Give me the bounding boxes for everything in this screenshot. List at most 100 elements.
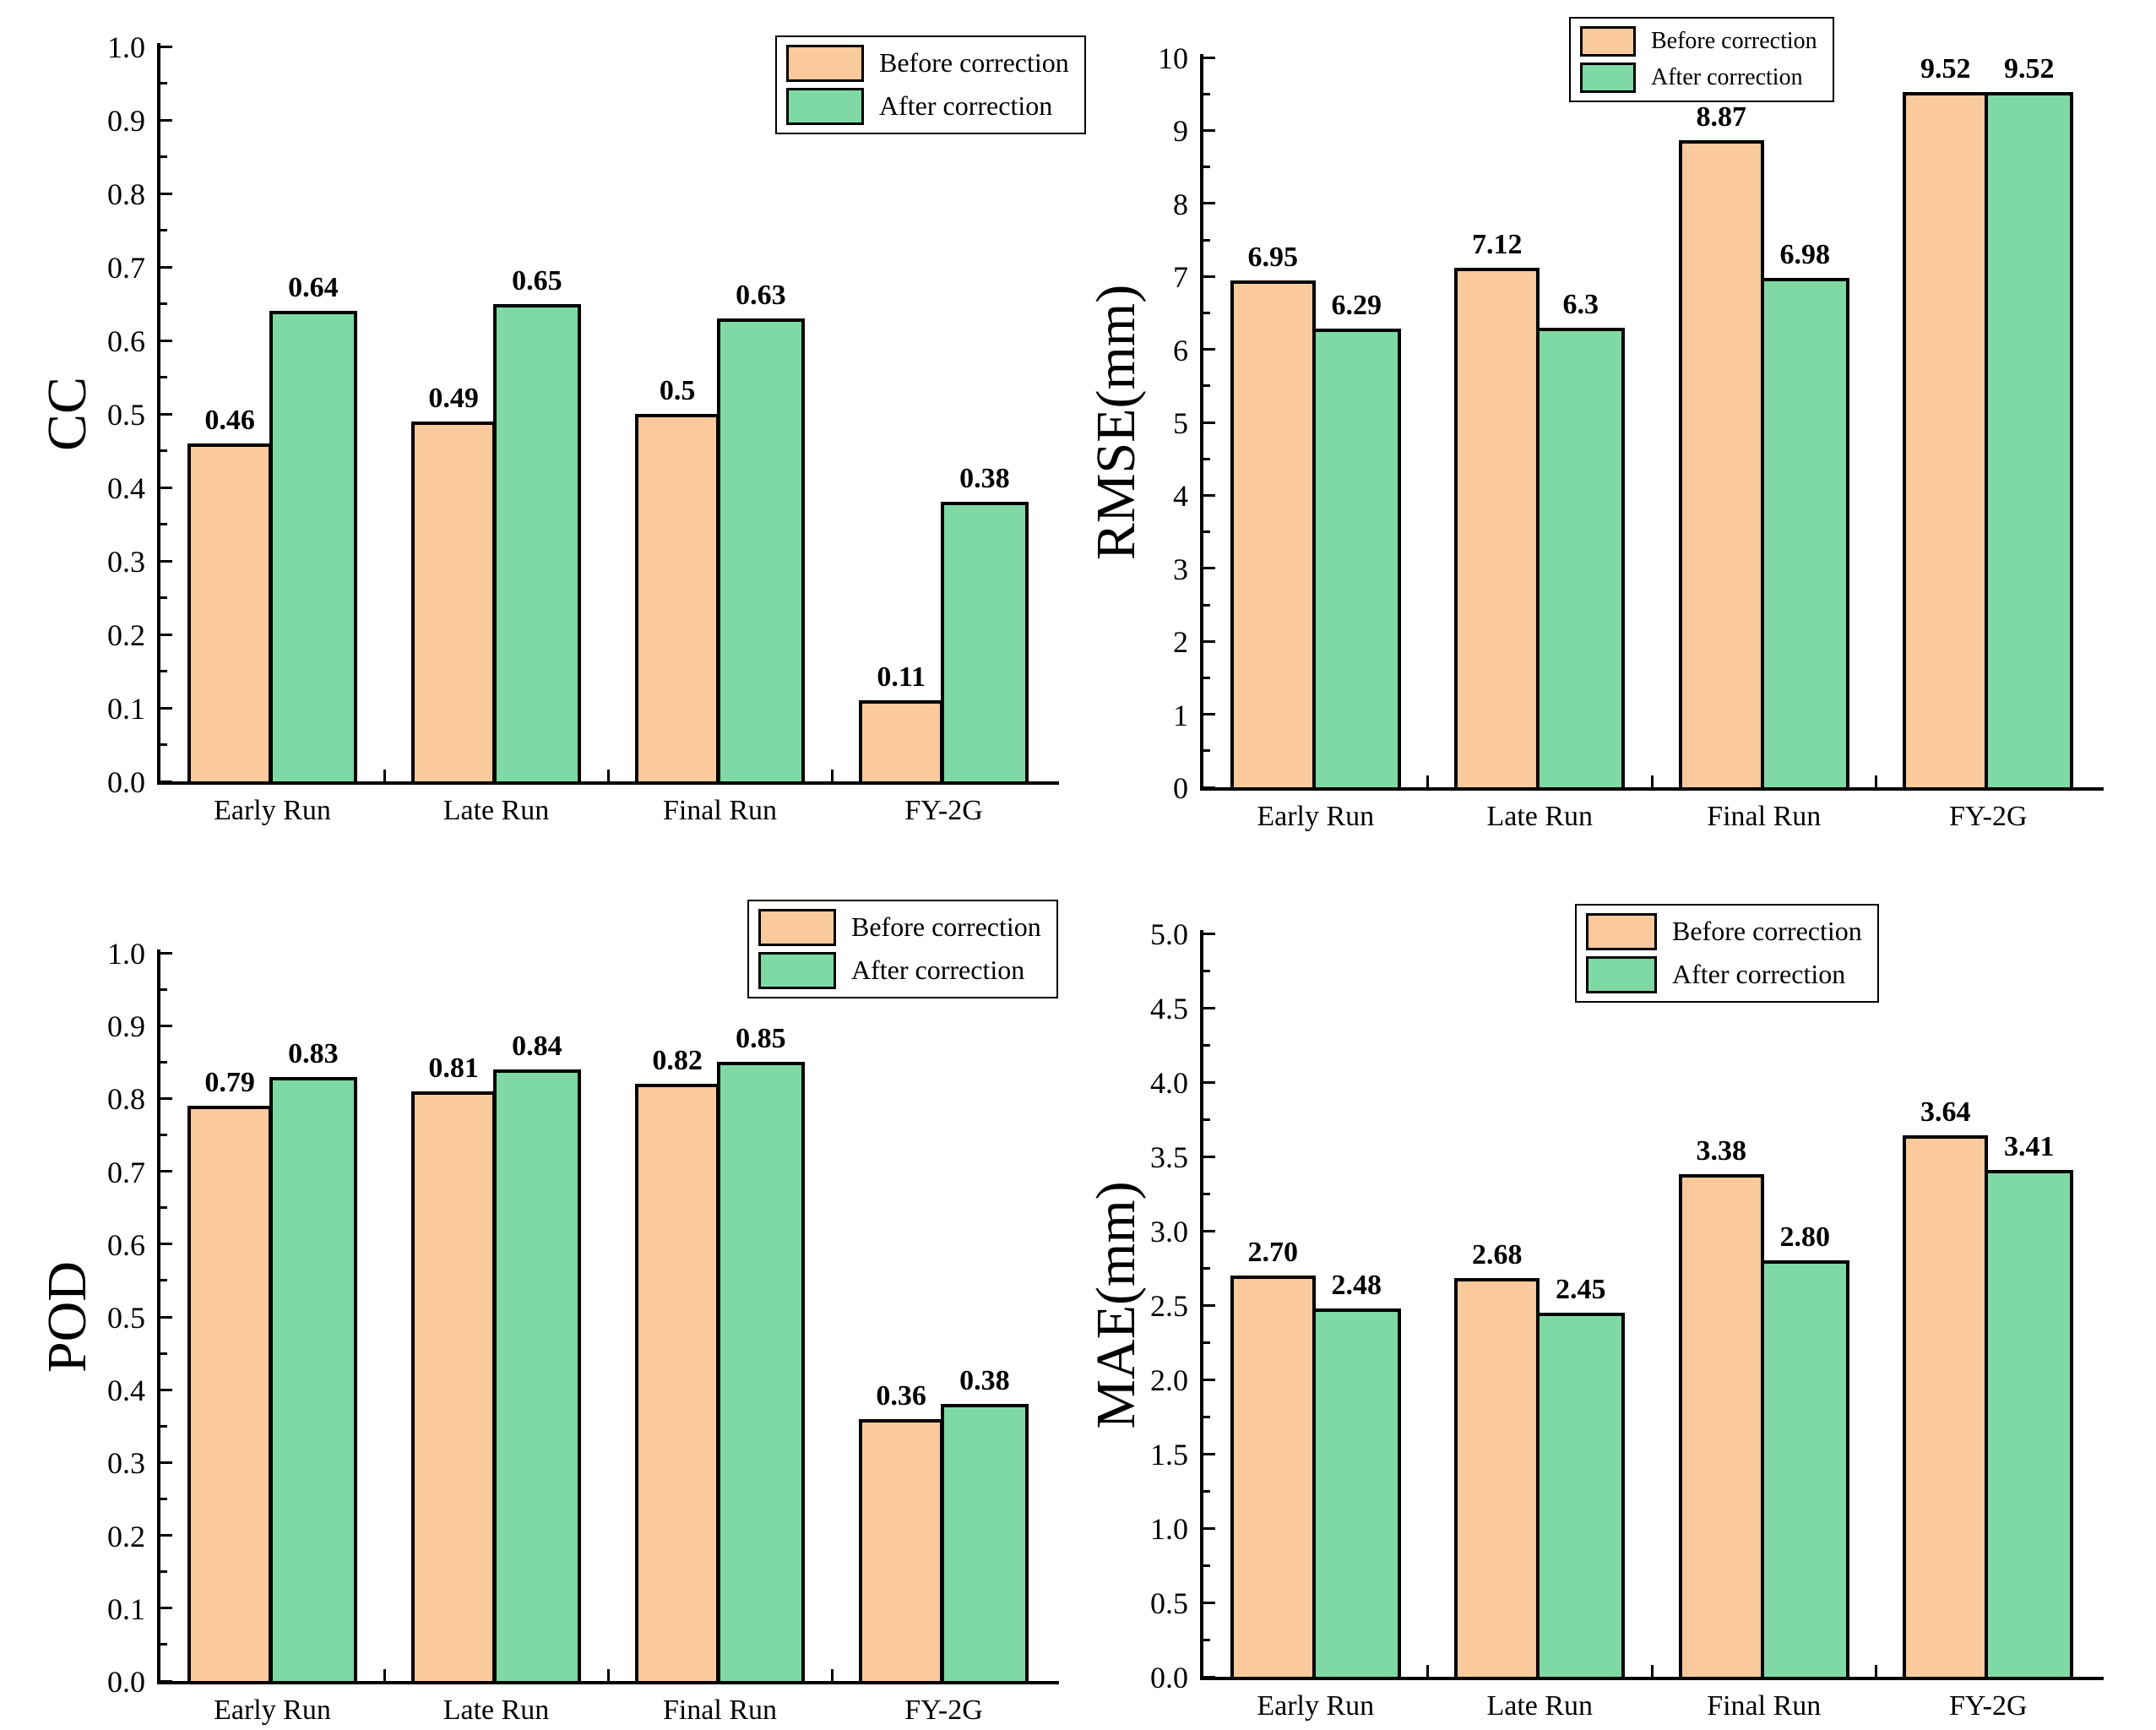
bar-after-correction	[716, 318, 806, 785]
y-tick-label: 1.5	[1150, 1438, 1188, 1472]
legend: Before correction After correction	[1575, 904, 1879, 1003]
y-tick-label: 0.2	[107, 618, 145, 652]
x-category-label: Early Run	[214, 1695, 331, 1726]
y-minor-tick	[1203, 1266, 1210, 1270]
bar-value-label: 6.3	[1562, 288, 1599, 320]
y-major-tick	[1203, 275, 1215, 278]
bar-value-label: 9.52	[1920, 53, 1971, 85]
legend-swatch-before-correction	[1580, 26, 1636, 57]
legend-swatch-after-correction	[758, 952, 836, 989]
y-tick-label: 0.7	[107, 251, 145, 285]
y-tick-label: 5.0	[1150, 917, 1188, 951]
y-major-tick	[160, 1315, 172, 1319]
y-minor-tick	[1203, 1192, 1210, 1195]
y-major-tick	[160, 118, 172, 122]
legend-swatch-after-correction	[786, 88, 864, 125]
bar-before-correction	[410, 421, 497, 785]
y-minor-tick	[1203, 1489, 1210, 1493]
bar-before-correction	[410, 1091, 497, 1684]
y-axis-line	[1200, 54, 1203, 791]
bar-after-correction	[492, 1069, 582, 1684]
x-category-label: Final Run	[1707, 1690, 1822, 1722]
legend: Before correction After correction	[775, 35, 1086, 134]
y-tick-label: 9	[1173, 114, 1188, 149]
y-tick-label: 0.9	[107, 104, 145, 138]
y-minor-tick	[1203, 384, 1210, 388]
bar-value-label: 6.98	[1779, 238, 1830, 270]
y-major-tick	[1203, 1675, 1215, 1678]
bar-before-correction	[187, 1106, 273, 1684]
y-minor-tick	[160, 1570, 167, 1574]
y-major-tick	[160, 412, 172, 416]
y-major-tick	[160, 1607, 172, 1610]
y-tick-label: 0.8	[107, 1082, 145, 1117]
y-minor-tick	[160, 376, 167, 378]
y-minor-tick	[160, 670, 167, 672]
y-minor-tick	[1203, 92, 1210, 95]
y-major-tick	[1203, 1006, 1215, 1009]
bar-before-correction	[1903, 92, 1989, 791]
legend-item: Before correction	[1586, 913, 1862, 950]
y-minor-tick	[160, 229, 167, 231]
y-major-tick	[1203, 1155, 1215, 1158]
y-tick-label: 0.3	[107, 545, 145, 579]
y-major-tick	[1203, 932, 1215, 935]
y-major-tick	[1203, 493, 1215, 497]
y-tick-label: 0.0	[107, 1665, 145, 1699]
legend-label: After correction	[1651, 63, 1803, 90]
y-minor-tick	[1203, 1638, 1210, 1641]
bar-value-label: 2.68	[1472, 1239, 1523, 1271]
y-major-tick	[1203, 202, 1215, 205]
y-major-tick	[1203, 713, 1215, 716]
x-axis-line	[157, 781, 1059, 785]
bar-before-correction	[1903, 1135, 1989, 1680]
chart-cc: CC 0.0 0.1 0.2 0.3 0.4 0.5 0.6 0.7 0.8 0.9 1.0 0.46…	[0, 0, 1086, 865]
y-minor-tick	[160, 1352, 167, 1355]
bar-after-correction	[492, 303, 582, 785]
y-tick-label: 3.0	[1150, 1215, 1188, 1249]
bar-before-correction	[1678, 139, 1764, 791]
y-minor-tick	[160, 82, 167, 84]
y-tick-label: 6	[1173, 333, 1188, 367]
legend-item: Before correction	[1580, 26, 1817, 57]
legend-item: Before correction	[758, 909, 1041, 946]
y-tick-label: 0.0	[1150, 1661, 1188, 1695]
y-minor-tick	[160, 1279, 167, 1282]
y-minor-tick	[1203, 311, 1210, 314]
bar-after-correction	[1536, 1312, 1626, 1680]
x-tick	[1650, 775, 1654, 787]
legend-item: After correction	[1586, 956, 1862, 993]
y-tick-label: 2	[1173, 625, 1188, 660]
y-minor-tick	[1203, 676, 1210, 679]
y-tick-label: 0.3	[107, 1446, 145, 1481]
y-minor-tick	[160, 596, 167, 599]
bar-value-label: 0.36	[876, 1379, 926, 1412]
y-tick-label: 5	[1173, 406, 1188, 440]
y-tick-label: 2.0	[1150, 1363, 1188, 1397]
chart-mae: MAE(mm) 0.0 0.5 1.0 1.5 2.0 2.5 3.0 3.5 4.0 4.5 5.…	[1078, 865, 2156, 1730]
x-category-label: Final Run	[1707, 801, 1822, 832]
x-category-label: Late Run	[443, 795, 550, 826]
legend-item: After correction	[758, 952, 1041, 989]
y-minor-tick	[160, 1498, 167, 1500]
y-major-tick	[160, 1388, 172, 1391]
bar-value-label: 0.81	[428, 1052, 479, 1084]
bar-value-label: 0.83	[288, 1037, 339, 1069]
bar-after-correction	[1312, 1308, 1401, 1680]
bar-value-label: 7.12	[1472, 228, 1523, 260]
y-axis-line	[157, 949, 160, 1684]
legend-swatch-before-correction	[786, 45, 864, 82]
y-minor-tick	[1203, 603, 1210, 607]
chart-rmse: RMSE(mm) 0 1 2 3 4 5 6 7 8 9 10 6.95 6.29 Early Run 7.…	[1078, 0, 2156, 865]
y-minor-tick	[1203, 1118, 1210, 1121]
y-major-tick	[1203, 1378, 1215, 1381]
y-tick-label: 1.0	[1150, 1512, 1188, 1546]
bar-before-correction	[1454, 267, 1540, 791]
y-tick-label: 0.4	[107, 471, 145, 505]
y-major-tick	[1203, 56, 1215, 59]
y-minor-tick	[1203, 749, 1210, 753]
bar-value-label: 0.11	[877, 661, 926, 694]
y-minor-tick	[1203, 1341, 1210, 1344]
y-tick-label: 0.2	[107, 1519, 145, 1553]
y-major-tick	[1203, 1601, 1215, 1604]
